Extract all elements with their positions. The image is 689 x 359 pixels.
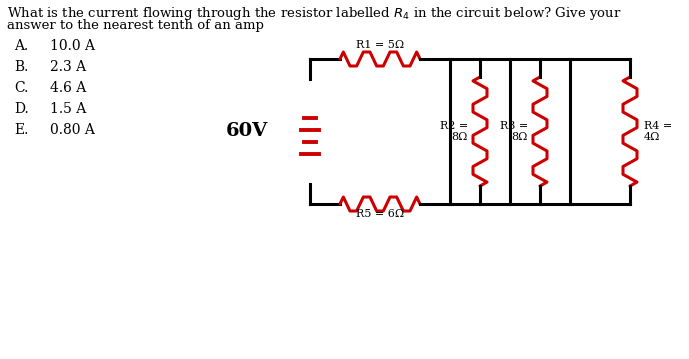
- Text: What is the current flowing through the resistor labelled $R_4$ in the circuit b: What is the current flowing through the …: [7, 5, 621, 22]
- Text: R4 =
4Ω: R4 = 4Ω: [644, 121, 672, 142]
- Text: R1 = 5Ω: R1 = 5Ω: [356, 40, 404, 50]
- Text: C.: C.: [14, 81, 28, 95]
- Text: 4.6 A: 4.6 A: [50, 81, 86, 95]
- Text: D.: D.: [14, 102, 29, 116]
- Text: 0.80 A: 0.80 A: [50, 123, 95, 137]
- Text: R5 = 6Ω: R5 = 6Ω: [356, 209, 404, 219]
- Text: 10.0 A: 10.0 A: [50, 39, 95, 53]
- Text: 60V: 60V: [226, 122, 268, 140]
- Text: A.: A.: [14, 39, 28, 53]
- Text: E.: E.: [14, 123, 28, 137]
- Text: 2.3 A: 2.3 A: [50, 60, 86, 74]
- Text: R3 =
8Ω: R3 = 8Ω: [500, 121, 528, 142]
- Text: answer to the nearest tenth of an amp: answer to the nearest tenth of an amp: [7, 19, 264, 32]
- Text: 1.5 A: 1.5 A: [50, 102, 86, 116]
- Text: R2 =
8Ω: R2 = 8Ω: [440, 121, 468, 142]
- Text: B.: B.: [14, 60, 28, 74]
